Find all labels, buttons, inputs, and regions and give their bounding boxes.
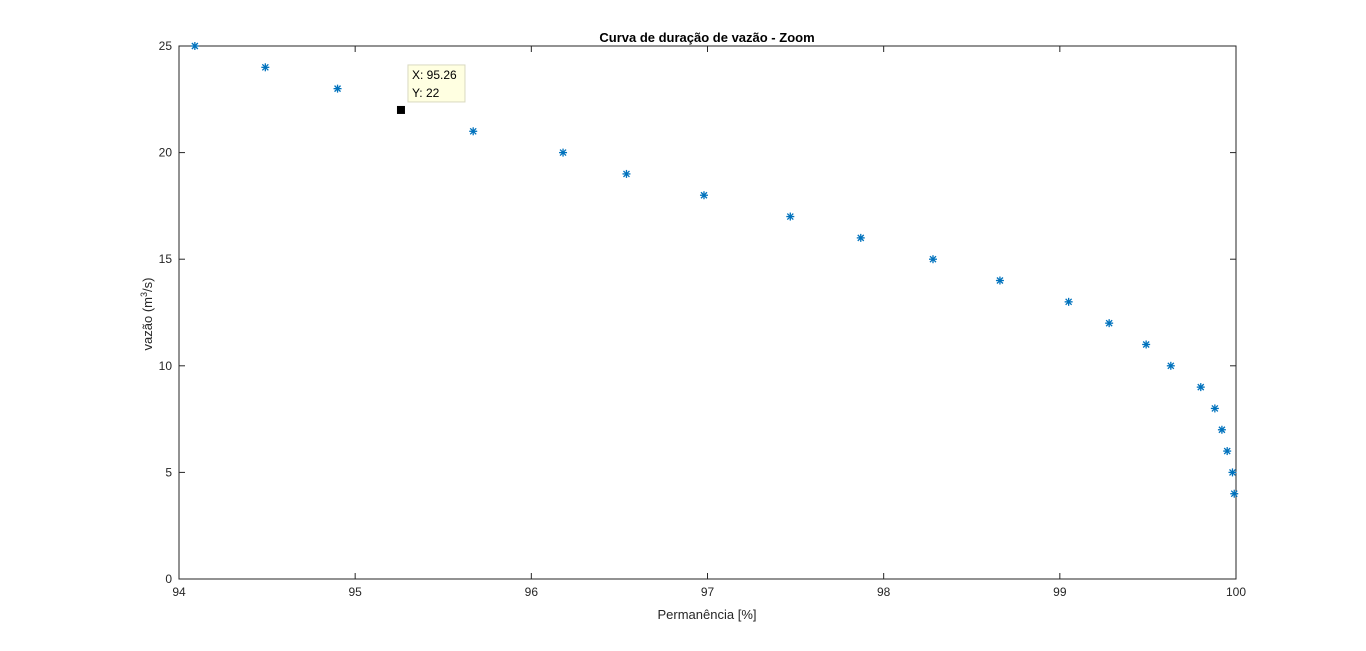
- data-point[interactable]: [559, 148, 568, 157]
- data-point[interactable]: [1196, 383, 1205, 392]
- datatip-y-value: Y: 22: [412, 86, 440, 100]
- data-point[interactable]: [786, 212, 795, 221]
- plot-area-border: [178, 45, 1237, 580]
- y-axis-label-main: vazão (m: [140, 297, 155, 350]
- y-tick-label: 15: [159, 252, 173, 266]
- data-point[interactable]: [622, 169, 631, 178]
- data-point[interactable]: [699, 191, 708, 200]
- y-tick-label: 25: [159, 39, 173, 53]
- data-point[interactable]: [1228, 468, 1237, 477]
- datatip-x-value: X: 95.26: [412, 68, 457, 82]
- y-axis-label: vazão (m3/s): [139, 278, 155, 351]
- data-point[interactable]: [1064, 297, 1073, 306]
- axes-box: [178, 45, 1237, 580]
- datatip-box[interactable]: [407, 64, 466, 103]
- data-series: [190, 42, 1239, 498]
- data-point[interactable]: [1105, 319, 1114, 328]
- data-point[interactable]: [1230, 489, 1239, 498]
- y-tick-label: 10: [159, 359, 173, 373]
- data-point[interactable]: [1210, 404, 1219, 413]
- data-point[interactable]: [995, 276, 1004, 285]
- data-point[interactable]: [190, 42, 199, 50]
- y-tick-label: 5: [165, 465, 172, 479]
- x-tick-label: 94: [172, 585, 186, 599]
- data-point[interactable]: [928, 255, 937, 264]
- datatip-layer: X: 95.26 Y: 22: [396, 64, 466, 114]
- x-axis: 94 95 96 97 98 99 100: [172, 46, 1246, 599]
- y-axis-label-tail: /s): [140, 278, 155, 292]
- y-axis-label-superscript: 3: [139, 292, 149, 297]
- data-point[interactable]: [1217, 425, 1226, 434]
- x-tick-label: 98: [877, 585, 891, 599]
- data-point[interactable]: [469, 127, 478, 136]
- datatip-marker[interactable]: [396, 105, 405, 114]
- x-axis-label: Permanência [%]: [658, 607, 757, 622]
- x-tick-label: 100: [1226, 585, 1246, 599]
- x-tick-label: 99: [1053, 585, 1067, 599]
- x-tick-label: 96: [525, 585, 539, 599]
- x-tick-label: 95: [348, 585, 362, 599]
- data-point[interactable]: [261, 63, 270, 72]
- data-point[interactable]: [1223, 447, 1232, 456]
- chart-title: Curva de duração de vazão - Zoom: [599, 30, 814, 45]
- x-tick-label: 97: [701, 585, 715, 599]
- data-point[interactable]: [1142, 340, 1151, 349]
- y-tick-label: 0: [165, 572, 172, 586]
- y-tick-label: 20: [159, 146, 173, 160]
- data-point[interactable]: [856, 233, 865, 242]
- data-point[interactable]: [1166, 361, 1175, 370]
- y-axis: 0 5 10 15 20 25: [159, 39, 1236, 586]
- data-point[interactable]: [333, 84, 342, 93]
